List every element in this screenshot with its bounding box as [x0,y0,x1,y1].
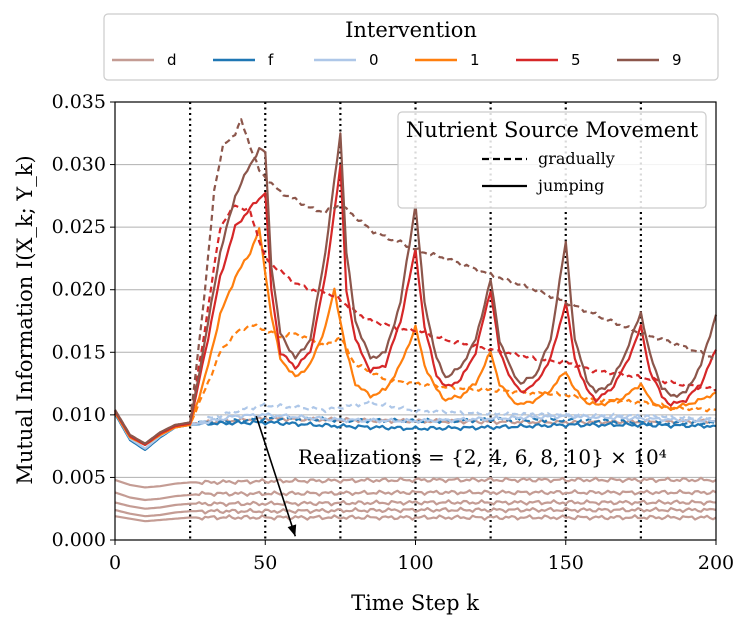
legend-label: 9 [672,51,682,69]
movement-legend-title: Nutrient Source Movement [406,118,699,142]
legend-label: 1 [470,51,480,69]
series-line [115,400,716,448]
legend-label: f [268,51,274,69]
x-tick-label: 200 [698,552,734,574]
y-tick-label: 0.020 [52,279,106,301]
y-tick-label: 0.005 [52,466,106,488]
legend-label: d [167,51,177,69]
x-tick-label: 150 [548,552,584,574]
realizations-annotation: Realizations = {2, 4, 6, 8, 10} × 10⁴ [298,445,667,469]
y-tick-label: 0.015 [52,341,106,363]
y-tick-label: 0.035 [52,91,106,113]
legend-jumping-label: jumping [536,176,604,195]
x-tick-label: 100 [397,552,433,574]
x-tick-label: 0 [109,552,121,574]
y-tick-label: 0.025 [52,216,106,238]
x-tick-label: 50 [253,552,277,574]
intervention-legend-title: Intervention [345,18,477,42]
y-tick-label: 0.030 [52,154,106,176]
intervention-legend: Intervention d f 0 1 5 9 [104,14,718,80]
mutual-information-chart: 0.000 0.005 0.010 0.015 0.020 0.025 0.030 0.035… [0,0,747,627]
legend-label: 5 [571,51,581,69]
x-axis-label: Time Step k [351,591,479,615]
y-tick-label: 0.010 [52,404,106,426]
y-axis-label: Mutual Information I(X_k; Y_k) [13,155,37,484]
legend-label: 0 [369,51,379,69]
legend-gradually-label: gradually [538,149,615,168]
movement-legend: Nutrient Source Movement gradually jumpi… [398,112,706,208]
y-tick-label: 0.000 [52,529,106,551]
annotation-arrowhead [288,524,297,536]
